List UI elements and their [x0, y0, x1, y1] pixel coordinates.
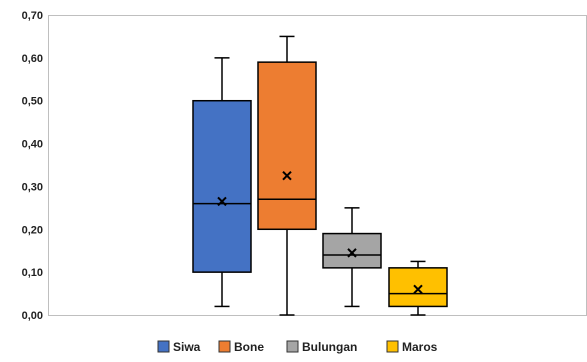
legend-swatch	[286, 340, 299, 353]
mean-marker	[282, 171, 292, 181]
mean-marker-stroke	[413, 284, 423, 294]
plot-area-border	[48, 15, 587, 316]
y-tick-label: 0,20	[22, 224, 43, 236]
box-iqr	[257, 61, 317, 231]
y-axis: 0,00 0,10 0,20 0,30 0,40 0,50 0,60 0,70	[22, 10, 43, 322]
box-maros	[388, 260, 448, 316]
mean-marker	[217, 196, 227, 207]
legend: Siwa Bone Bulungan Maros	[157, 340, 438, 354]
box-iqr	[388, 267, 448, 308]
legend-label: Maros	[402, 340, 438, 354]
legend-swatch	[218, 340, 231, 353]
mean-marker	[413, 284, 423, 294]
mean-marker-stroke	[282, 171, 292, 181]
box-bone	[257, 35, 317, 316]
y-tick-label: 0,10	[22, 267, 43, 279]
legend-item-bulungan: Bulungan	[286, 340, 357, 354]
box-siwa	[192, 57, 252, 308]
y-tick-label: 0,40	[22, 139, 43, 151]
legend-swatch	[386, 340, 399, 353]
y-tick-label: 0,00	[22, 310, 43, 322]
legend-label: Bone	[234, 340, 264, 354]
box-bulungan	[322, 207, 382, 308]
legend-label: Siwa	[173, 340, 201, 354]
y-tick-label: 0,50	[22, 96, 43, 108]
legend-item-maros: Maros	[386, 340, 438, 354]
y-tick-label: 0,30	[22, 181, 43, 193]
box-series-group	[192, 35, 448, 316]
box-iqr	[322, 232, 382, 269]
mean-marker	[347, 248, 357, 258]
legend-swatch	[157, 340, 170, 353]
mean-marker-stroke	[217, 196, 227, 207]
y-tick-label: 0,70	[22, 10, 43, 22]
legend-item-bone: Bone	[218, 340, 264, 354]
legend-item-siwa: Siwa	[157, 340, 201, 354]
y-tick-label: 0,60	[22, 53, 43, 65]
mean-marker-stroke	[347, 248, 357, 258]
box-iqr	[192, 99, 252, 273]
legend-label: Bulungan	[302, 340, 357, 354]
